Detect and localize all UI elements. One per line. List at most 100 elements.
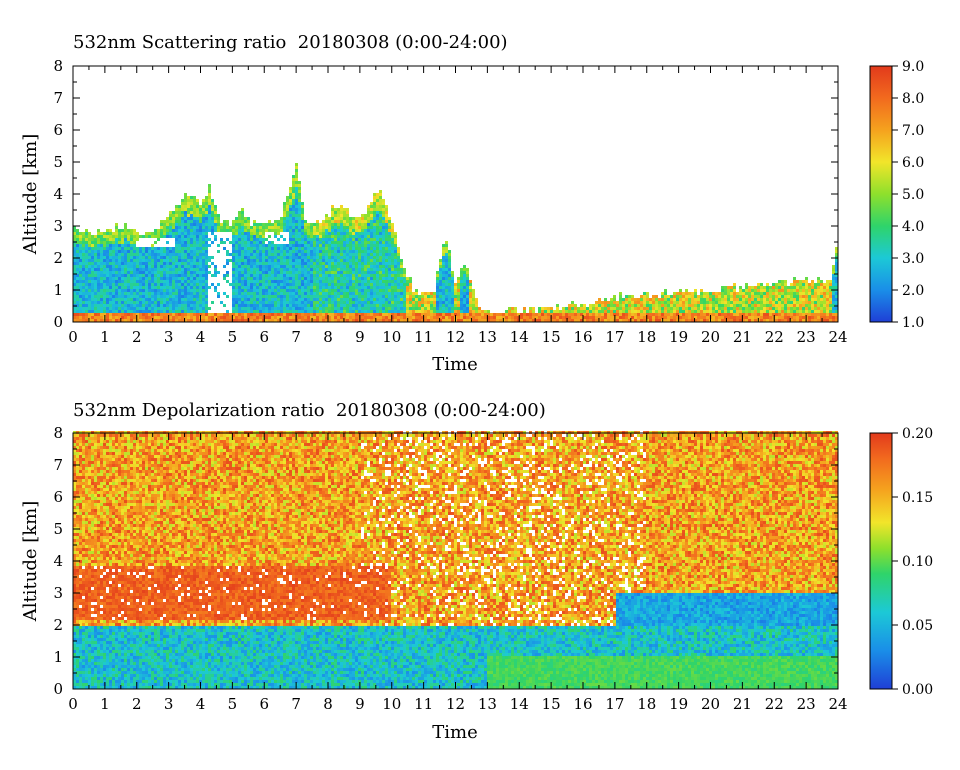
- sr-heat-cell: [571, 307, 574, 310]
- sr-heat-cell: [172, 277, 175, 280]
- sr-heat-cell: [574, 304, 577, 307]
- sr-heat-cell: [664, 295, 667, 298]
- sr-heat-cell: [178, 244, 181, 247]
- sr-heat-cell: [355, 280, 358, 283]
- sr-heat-cell: [463, 298, 466, 301]
- sr-heat-cell: [262, 298, 265, 301]
- sr-heat-cell: [661, 307, 664, 310]
- sr-heat-cell: [736, 295, 739, 298]
- sr-heat-cell: [322, 283, 325, 286]
- sr-heat-cell: [211, 205, 214, 208]
- sr-heat-cell: [715, 307, 718, 310]
- sr-heat-cell: [673, 316, 676, 319]
- sr-heat-cell: [244, 280, 247, 283]
- sr-heat-cell: [193, 262, 196, 265]
- sr-heat-cell: [184, 202, 187, 205]
- sr-heat-cell: [205, 223, 208, 226]
- sr-heat-cell: [244, 268, 247, 271]
- sr-heat-cell: [391, 247, 394, 250]
- sr-heat-cell: [205, 247, 208, 250]
- sr-heat-cell: [379, 190, 382, 193]
- sr-heat-cell: [172, 220, 175, 223]
- sr-heat-cell: [133, 241, 136, 244]
- sr-heat-cell: [175, 280, 178, 283]
- sr-heat-cell: [115, 292, 118, 295]
- sr-heat-cell: [760, 292, 763, 295]
- sr-heat-cell: [196, 295, 199, 298]
- sr-heat-cell: [319, 223, 322, 226]
- sr-heat-cell: [388, 286, 391, 289]
- sr-heat-cell: [775, 289, 778, 292]
- sr-heat-cell: [463, 271, 466, 274]
- sr-heat-cell: [346, 253, 349, 256]
- sr-heat-cell: [238, 289, 241, 292]
- sr-heat-cell: [193, 247, 196, 250]
- sr-heat-cell: [730, 295, 733, 298]
- sr-heat-cell: [307, 271, 310, 274]
- sr-heat-cell: [76, 244, 79, 247]
- sr-heat-cell: [358, 298, 361, 301]
- sr-heat-cell: [673, 295, 676, 298]
- sr-heat-cell: [445, 277, 448, 280]
- sr-heat-cell: [400, 310, 403, 313]
- sr-heat-cell: [130, 295, 133, 298]
- sr-heat-cell: [100, 298, 103, 301]
- sr-heat-cell: [736, 313, 739, 316]
- sr-heat-cell: [76, 283, 79, 286]
- sr-heat-cell: [109, 313, 112, 316]
- sr-heat-cell: [286, 310, 289, 313]
- sr-heat-cell: [202, 229, 205, 232]
- sr-heat-cell: [268, 298, 271, 301]
- sr-heat-cell: [301, 316, 304, 319]
- sr-heat-cell: [217, 226, 220, 229]
- sr-heat-cell: [733, 289, 736, 292]
- sr-heat-cell: [331, 265, 334, 268]
- sr-heat-cell: [109, 244, 112, 247]
- sr-heat-cell: [184, 229, 187, 232]
- sr-heat-cell: [184, 262, 187, 265]
- sr-heat-cell: [718, 313, 721, 316]
- sr-heat-cell: [88, 262, 91, 265]
- sr-heat-cell: [268, 313, 271, 316]
- sr-heat-cell: [613, 307, 616, 310]
- sr-heat-cell: [295, 295, 298, 298]
- sr-heat-cell: [124, 274, 127, 277]
- sr-heat-cell: [382, 247, 385, 250]
- sr-heat-cell: [208, 220, 211, 223]
- sr-heat-cell: [724, 301, 727, 304]
- sr-heat-cell: [361, 277, 364, 280]
- sr-heat-cell: [763, 286, 766, 289]
- sr-heat-cell: [91, 298, 94, 301]
- sr-heat-cell: [250, 307, 253, 310]
- sr-heat-cell: [262, 280, 265, 283]
- sr-heat-cell: [397, 265, 400, 268]
- sr-heat-cell: [595, 313, 598, 316]
- sr-heat-cell: [277, 310, 280, 313]
- sr-heat-cell: [175, 241, 178, 244]
- sr-heat-cell: [640, 310, 643, 313]
- sr-heat-cell: [766, 298, 769, 301]
- sr-heat-cell: [136, 277, 139, 280]
- sr-heat-cell: [295, 223, 298, 226]
- sr-heat-cell: [742, 307, 745, 310]
- sr-heat-cell: [394, 250, 397, 253]
- sr-heat-cell: [178, 235, 181, 238]
- sr-heat-cell: [772, 298, 775, 301]
- sr-heat-cell: [166, 268, 169, 271]
- sr-heat-cell: [322, 274, 325, 277]
- sr-heat-cell: [316, 310, 319, 313]
- sr-heat-cell: [337, 241, 340, 244]
- sr-heat-cell: [79, 253, 82, 256]
- sr-heat-cell: [343, 247, 346, 250]
- sr-heat-cell: [412, 313, 415, 316]
- sr-heat-cell: [265, 238, 268, 241]
- sr-heat-cell: [109, 310, 112, 313]
- sr-heat-cell: [292, 217, 295, 220]
- sr-heat-cell: [388, 232, 391, 235]
- sr-heat-cell: [658, 310, 661, 313]
- sr-heat-cell: [721, 292, 724, 295]
- sr-heat-cell: [193, 253, 196, 256]
- sr-heat-cell: [310, 283, 313, 286]
- sr-heat-cell: [247, 238, 250, 241]
- sr-heat-cell: [364, 283, 367, 286]
